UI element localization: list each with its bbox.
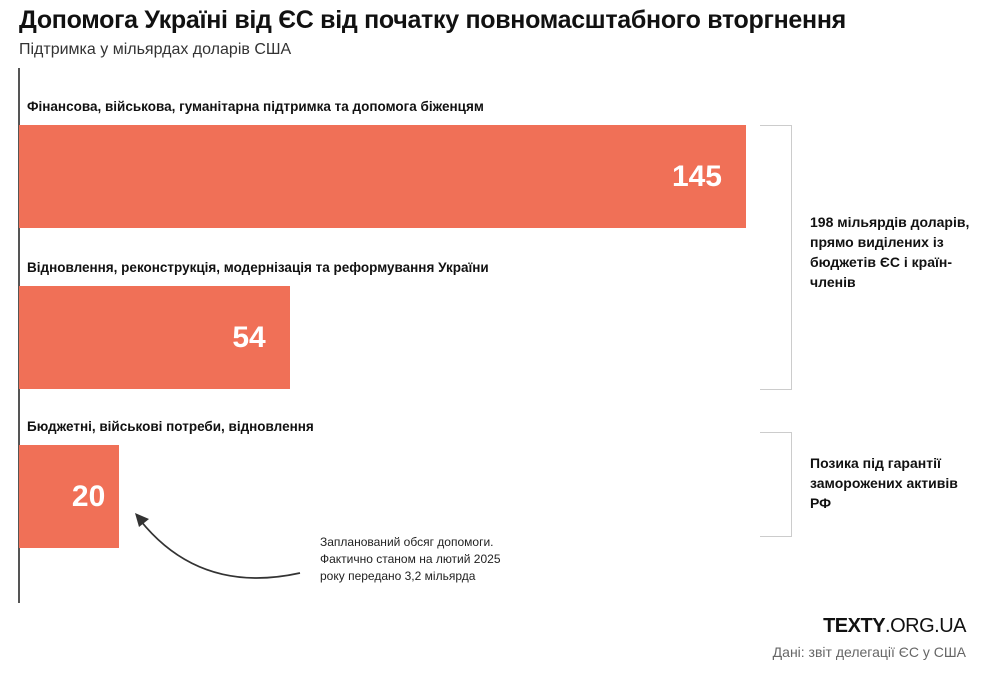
note-line: Запланований обсяг допомоги. [320, 535, 494, 549]
category-label: Бюджетні, військові потреби, відновлення [27, 419, 314, 434]
note-line: року передано 3,2 мільярда [320, 569, 476, 583]
group-bracket-loan [760, 432, 792, 537]
category-label: Фінансова, військова, гуманітарна підтри… [27, 99, 484, 114]
subtitle: Підтримка у мільярдах доларів США [19, 41, 292, 58]
group-label-loan: Позика під гарантії заморожених активів … [810, 455, 958, 511]
group-bracket-budget [760, 125, 792, 390]
page-title: Допомога Україні від ЄС від початку повн… [19, 6, 846, 34]
bar: 20 [19, 445, 120, 548]
data-label: 54 [232, 320, 266, 354]
note-line: Фактично станом на лютий 2025 [320, 552, 501, 566]
bar: 54 [19, 286, 290, 389]
annotation-note: Запланований обсяг допомоги. Фактично ст… [320, 534, 501, 585]
data-label: 20 [71, 479, 106, 513]
category-label: Відновлення, реконструкція, модернізація… [27, 260, 489, 275]
group-label-budget: 198 мільярдів доларів, прямо виділених і… [810, 214, 970, 290]
arrow-icon [135, 513, 301, 579]
source-note: Дані: звіт делегації ЄС у США [772, 644, 966, 660]
texty-logo: TEXTY.ORG.UA [823, 615, 966, 637]
data-label: 145 [671, 159, 722, 193]
bar: 145 [19, 125, 746, 228]
